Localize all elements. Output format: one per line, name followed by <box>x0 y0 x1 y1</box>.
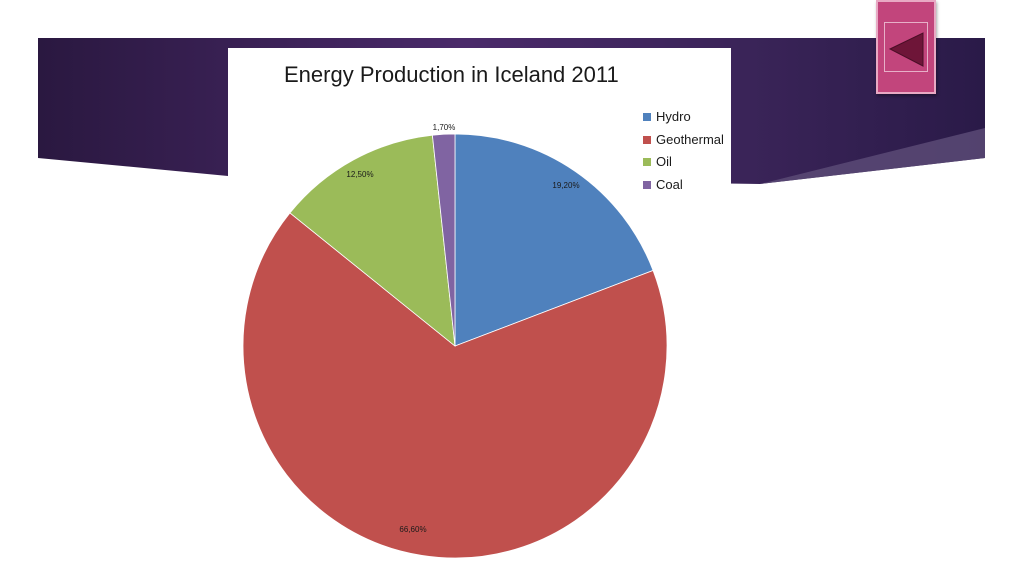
legend-item-coal: Coal <box>643 174 724 197</box>
chart-panel: 19,20% 66,60% 12,50% 1,70% Energy Productio… <box>228 48 731 574</box>
legend-label-geothermal: Geothermal <box>656 131 724 147</box>
triangle-left-icon <box>888 32 924 67</box>
legend-swatch-geothermal <box>643 135 651 144</box>
previous-slide-button[interactable] <box>876 0 936 94</box>
pie-slice-geothermal <box>242 212 668 559</box>
legend-label-hydro: Hydro <box>656 109 691 124</box>
previous-slide-button-frame <box>884 22 928 72</box>
chart-title: Energy Production in Iceland 2011 <box>284 62 619 87</box>
data-label-hydro: 19,20% <box>552 181 579 190</box>
data-label-geothermal: 66,60% <box>399 525 426 534</box>
chart-legend: Hydro Geothermal Oil Coal <box>643 106 724 196</box>
legend-item-geothermal: Geothermal <box>643 129 724 152</box>
data-label-coal: 1,70% <box>433 123 456 132</box>
legend-swatch-hydro <box>643 113 651 121</box>
pie-slice-oil <box>289 134 456 347</box>
legend-label-oil: Oil <box>656 154 672 169</box>
legend-swatch-oil <box>643 158 651 166</box>
legend-item-hydro: Hydro <box>643 106 724 129</box>
legend-swatch-coal <box>643 180 651 189</box>
pie-chart: 19,20% 66,60% 12,50% 1,70% <box>242 123 668 559</box>
data-label-oil: 12,50% <box>346 170 373 179</box>
legend-item-oil: Oil <box>643 151 724 174</box>
pie-slice-coal <box>431 133 456 347</box>
banner-accent <box>760 128 985 184</box>
legend-label-coal: Coal <box>656 176 683 192</box>
pie-slice-hydro <box>454 133 654 347</box>
